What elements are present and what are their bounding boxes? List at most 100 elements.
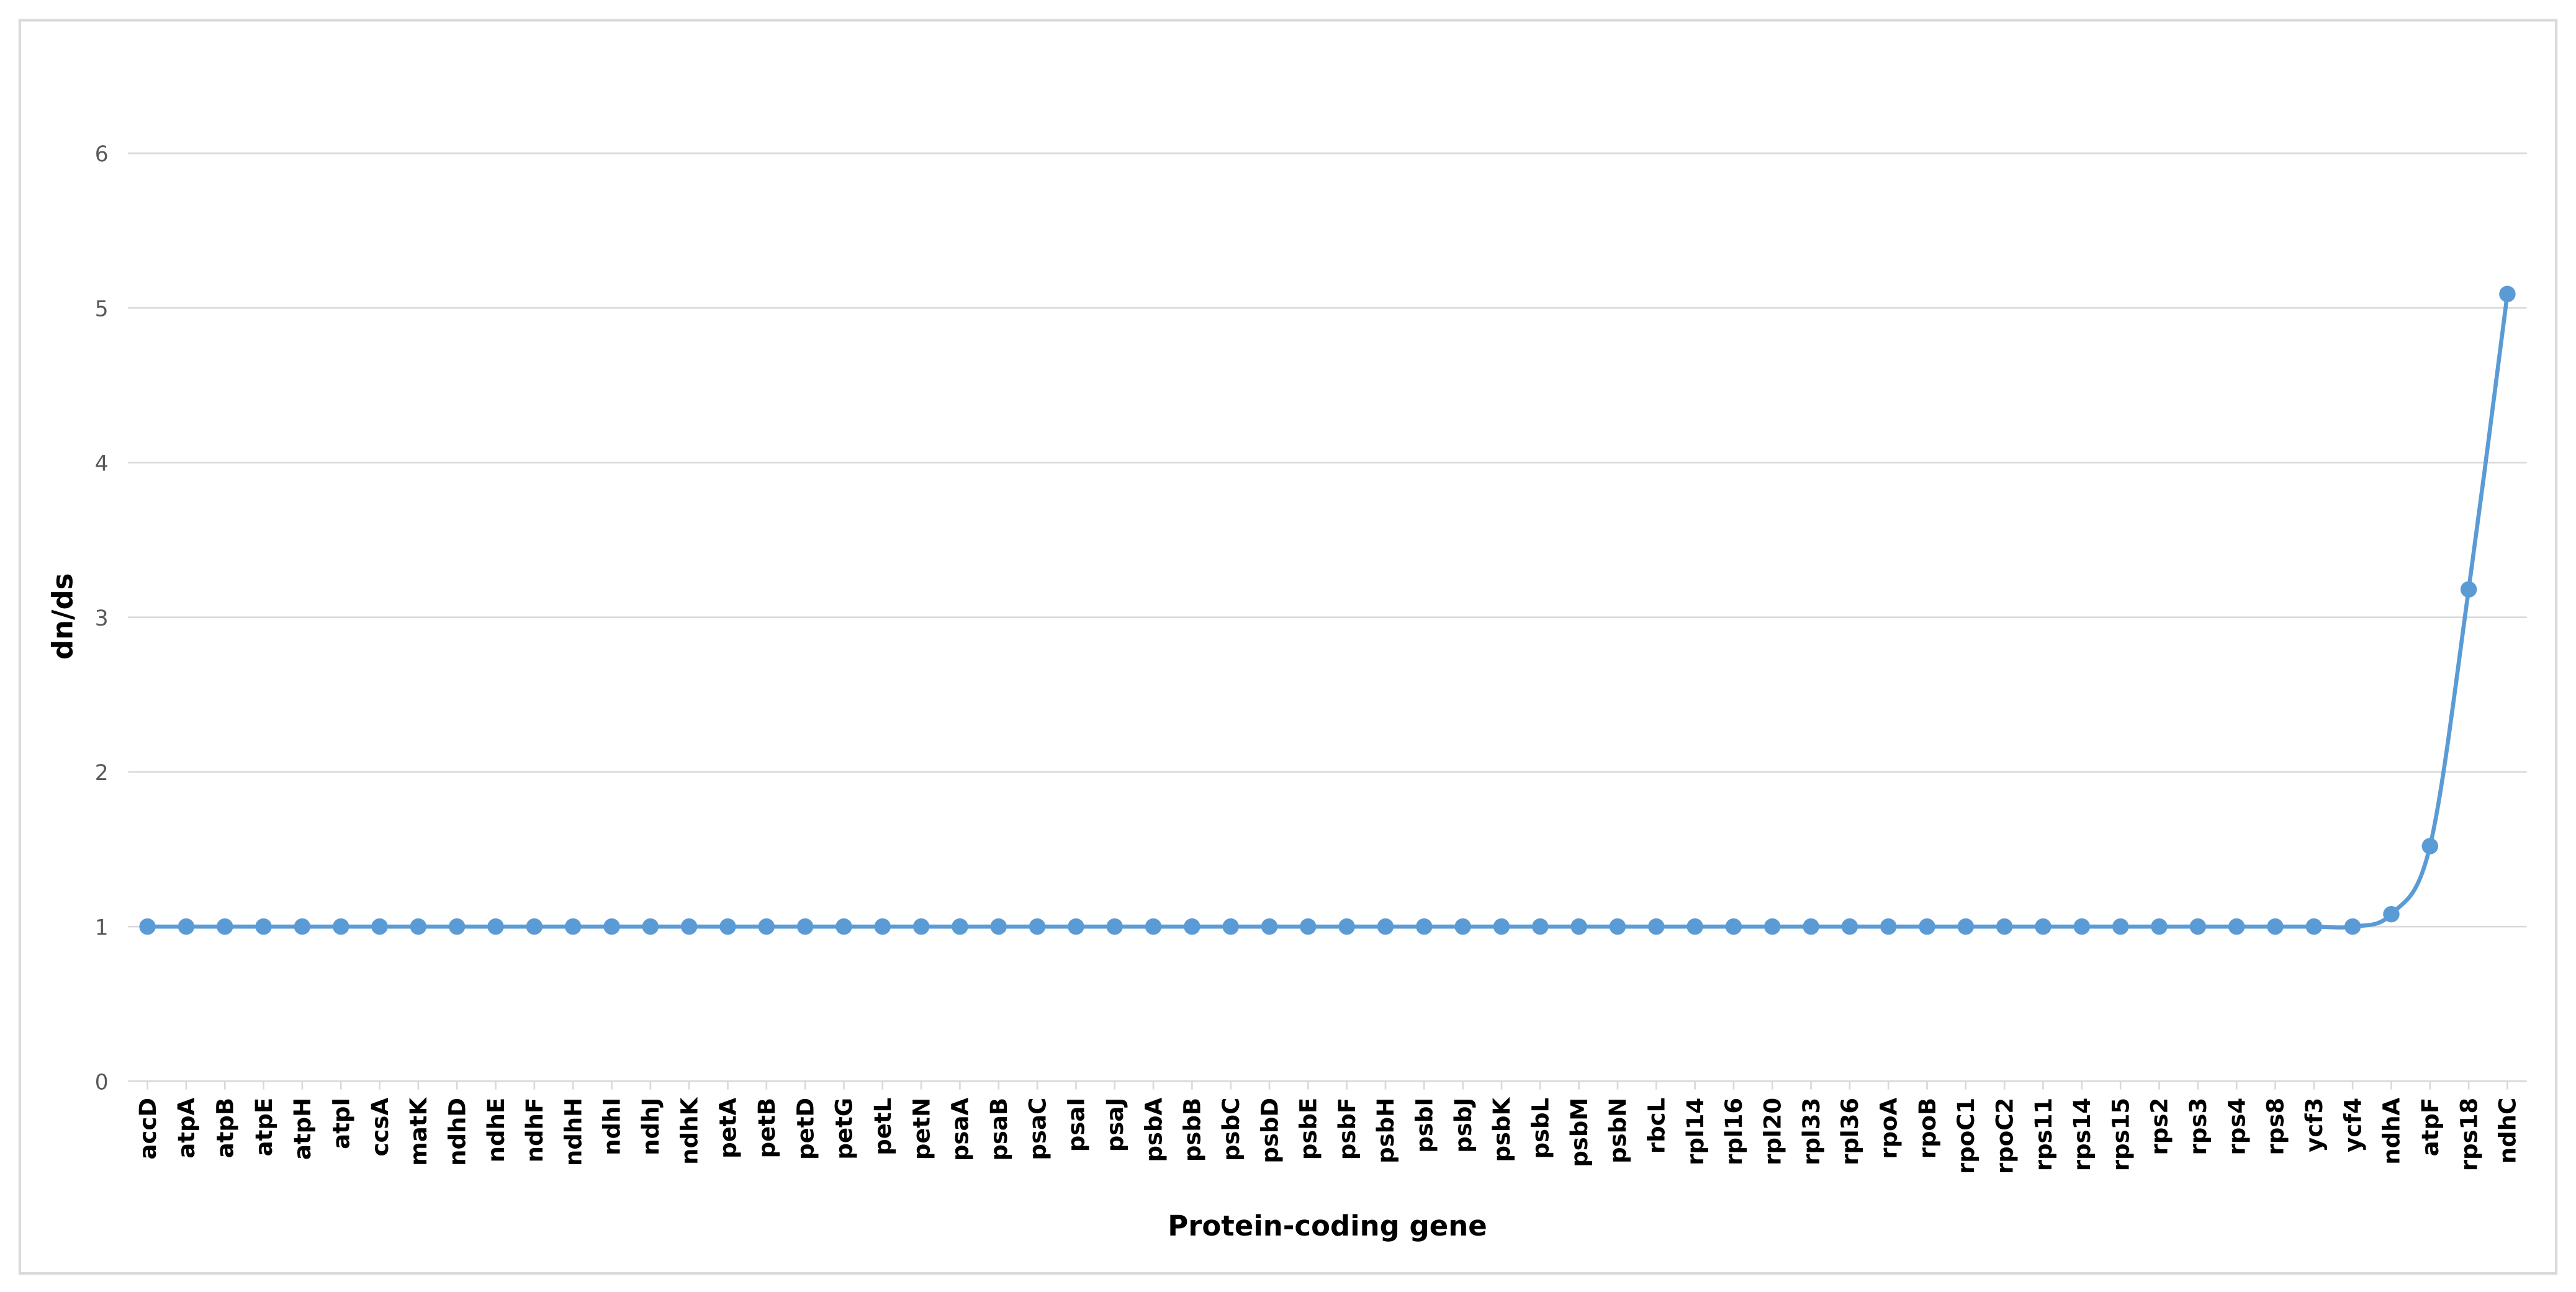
x-tick-label: rpl16 [1721,1098,1747,1165]
x-tick-label: rpoC2 [1991,1098,2018,1174]
data-point [1841,918,1858,935]
y-tick-label: 0 [95,1070,109,1095]
data-point [680,918,698,935]
data-point [410,918,427,935]
x-tick-label: petG [831,1098,858,1160]
data-point [603,918,620,935]
data-point [1338,918,1355,935]
x-tick-label: psbK [1488,1097,1515,1162]
data-point [217,918,233,935]
y-tick-label: 1 [95,915,109,940]
x-tick-label: petN [908,1098,935,1160]
x-tick-label: rpoC1 [1953,1098,1979,1174]
data-point [1532,918,1549,935]
x-tick-label: atpB [212,1098,238,1158]
x-tick-label: psaI [1063,1098,1090,1152]
data-point [526,918,543,935]
x-tick-label: psbH [1372,1098,1399,1164]
x-tick-label: petL [870,1098,896,1155]
x-tick-label: rps18 [2456,1098,2482,1171]
x-tick-label: atpH [289,1098,316,1160]
data-point [1493,918,1510,935]
x-tick-label: psbD [1256,1098,1283,1164]
x-tick-label: rps11 [2030,1098,2057,1171]
x-tick-label: rps14 [2069,1098,2096,1171]
data-point [1377,918,1394,935]
data-point [2344,918,2361,935]
data-point [294,918,311,935]
x-tick-label: petB [754,1098,780,1159]
data-point [1068,918,1084,935]
data-point [1764,918,1781,935]
data-point [912,918,930,935]
x-tick-label: psbN [1605,1098,1631,1164]
data-point [2305,918,2323,935]
data-point [2460,581,2477,598]
data-point [719,918,736,935]
data-point [2189,918,2207,935]
x-tick-label: accD [135,1098,161,1160]
data-point [178,918,195,935]
chart-frame [18,19,2558,1275]
x-tick-label: psbC [1218,1098,1245,1161]
x-tick-label: atpI [328,1098,354,1149]
x-tick-label: psaB [986,1098,1012,1161]
x-tick-label: rpl20 [1759,1098,1786,1165]
y-axis-title: dn/ds [46,573,79,660]
data-point [1300,918,1317,935]
data-point [835,918,852,935]
data-point [2035,918,2051,935]
x-tick-label: ndhC [2495,1098,2521,1164]
data-point [448,918,466,935]
data-point [990,918,1007,935]
data-point [1957,918,1975,935]
x-tick-label: rps8 [2263,1098,2289,1155]
data-point [487,918,504,935]
x-axis-title: Protein-coding gene [1168,1209,1487,1242]
x-tick-label: rpl33 [1798,1098,1825,1165]
x-tick-label: ycf3 [2301,1098,2328,1152]
x-tick-label: rps2 [2146,1098,2173,1155]
x-tick-label: rpl36 [1837,1098,1863,1165]
data-point [796,918,814,935]
x-tick-label: psaC [1024,1098,1051,1160]
y-tick-label: 4 [95,452,109,477]
x-tick-label: ndhI [599,1098,626,1155]
data-point [1880,918,1897,935]
x-tick-label: psbL [1528,1098,1554,1159]
data-point [1222,918,1239,935]
x-tick-label: psbE [1295,1098,1322,1160]
x-tick-label: ccsA [367,1098,394,1157]
data-point [2073,918,2091,935]
data-point [1919,918,1935,935]
x-tick-label: ndhJ [637,1098,664,1155]
data-point [1416,918,1433,935]
x-tick-label: atpE [251,1098,277,1157]
x-tick-label: psbJ [1450,1098,1477,1153]
data-point [1106,918,1123,935]
y-tick-label: 6 [95,142,109,167]
x-tick-label: petD [792,1098,819,1160]
data-point [371,918,388,935]
x-tick-label: atpA [173,1098,200,1159]
x-tick-label: matK [405,1097,432,1166]
data-point [1145,918,1162,935]
data-point [2383,905,2400,923]
x-tick-label: psaA [947,1098,974,1162]
data-point [2499,285,2516,303]
x-tick-label: rpl14 [1682,1098,1709,1165]
data-point [1261,918,1278,935]
data-point [2421,838,2439,855]
data-point [139,918,156,935]
x-tick-label: rps3 [2185,1098,2212,1155]
x-tick-label: ndhF [521,1098,548,1163]
data-point [1570,918,1587,935]
data-point [2228,918,2245,935]
data-point [1454,918,1471,935]
x-tick-label: psbA [1140,1098,1167,1162]
y-tick-label: 3 [95,606,109,631]
x-tick-label: psaJ [1102,1098,1128,1152]
y-tick-label: 2 [95,761,109,786]
